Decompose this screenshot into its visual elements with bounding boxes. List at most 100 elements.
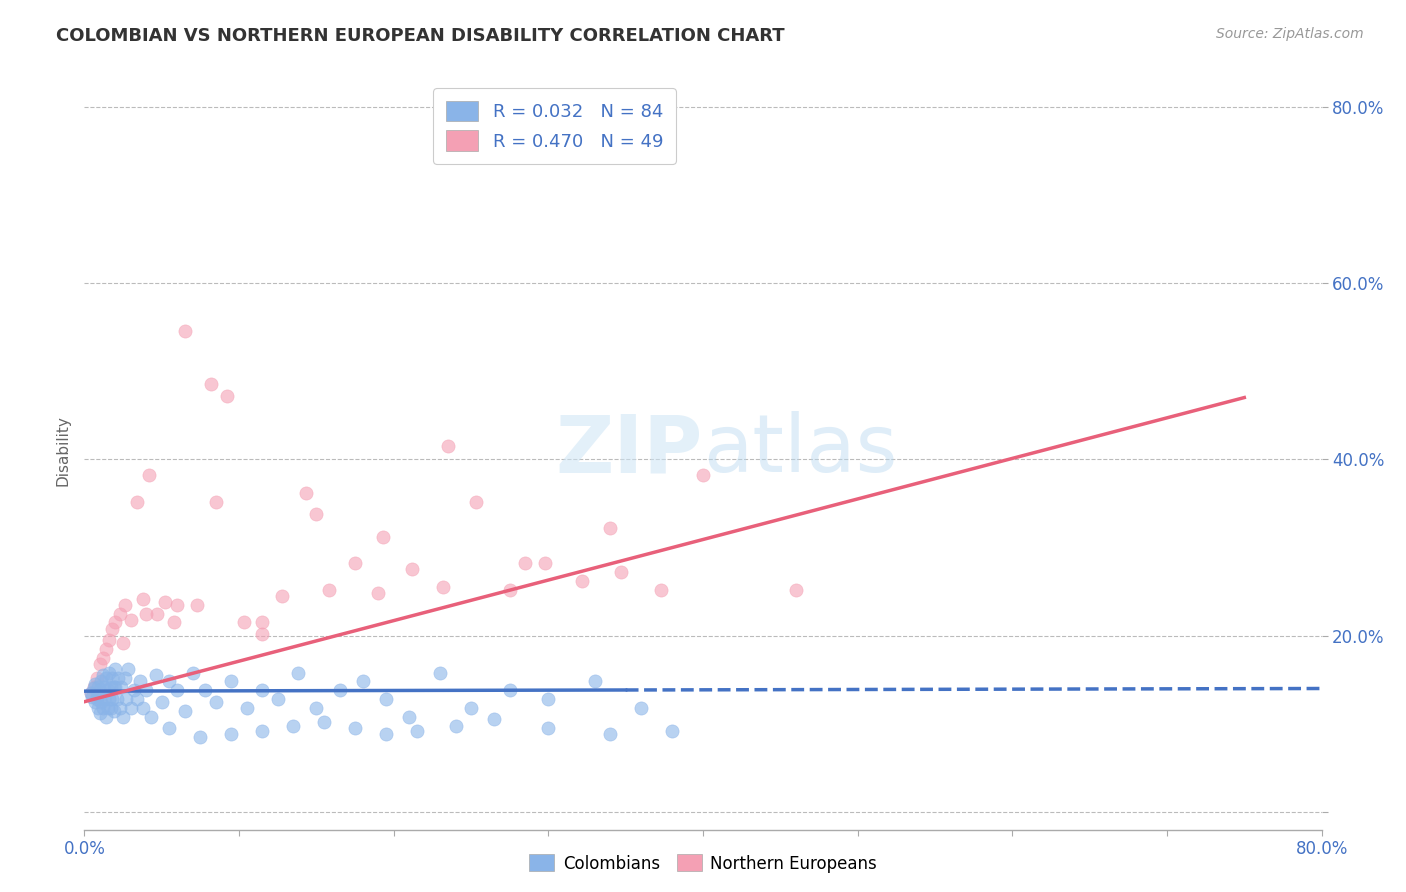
Point	[87, 680, 110, 694]
Point	[93, 680, 115, 694]
Point	[515, 557, 537, 571]
Point	[91, 668, 114, 682]
Point	[83, 681, 105, 696]
Point	[398, 709, 420, 723]
Point	[98, 665, 121, 680]
Point	[91, 701, 114, 715]
Point	[139, 709, 162, 723]
Point	[150, 695, 173, 709]
Text: atlas: atlas	[703, 411, 897, 490]
Point	[105, 692, 128, 706]
Text: ZIP: ZIP	[555, 411, 703, 490]
Point	[117, 662, 139, 676]
Point	[250, 683, 273, 698]
Point	[120, 701, 142, 715]
Point	[194, 683, 217, 698]
Point	[250, 615, 273, 630]
Point	[200, 377, 222, 392]
Point	[153, 595, 176, 609]
Point	[186, 598, 208, 612]
Point	[401, 562, 423, 576]
Point	[271, 589, 294, 603]
Point	[103, 680, 125, 694]
Point	[84, 677, 107, 691]
Point	[650, 582, 672, 597]
Point	[100, 701, 122, 715]
Point	[692, 468, 714, 483]
Point	[108, 607, 131, 621]
Point	[86, 671, 108, 685]
Point	[287, 665, 309, 680]
Point	[250, 723, 273, 738]
Point	[87, 701, 110, 715]
Point	[79, 686, 101, 700]
Point	[166, 598, 188, 612]
Point	[460, 701, 482, 715]
Point	[312, 714, 335, 729]
Point	[281, 718, 305, 732]
Point	[129, 674, 152, 689]
Point	[429, 665, 451, 680]
Text: COLOMBIAN VS NORTHERN EUROPEAN DISABILITY CORRELATION CHART: COLOMBIAN VS NORTHERN EUROPEAN DISABILIT…	[56, 27, 785, 45]
Point	[205, 494, 228, 508]
Point	[98, 692, 121, 706]
Point	[145, 668, 167, 682]
Point	[174, 325, 197, 339]
Text: Source: ZipAtlas.com: Source: ZipAtlas.com	[1216, 27, 1364, 41]
Legend: Colombians, Northern Europeans: Colombians, Northern Europeans	[523, 847, 883, 880]
Point	[219, 727, 242, 741]
Point	[219, 674, 242, 689]
Point	[537, 721, 560, 735]
Point	[499, 683, 522, 698]
Point	[305, 507, 328, 521]
Point	[108, 701, 131, 715]
Point	[135, 683, 157, 698]
Point	[159, 674, 180, 689]
Point	[205, 695, 228, 709]
Point	[181, 665, 204, 680]
Point	[120, 613, 142, 627]
Point	[785, 582, 807, 597]
Point	[583, 674, 606, 689]
Point	[89, 706, 111, 721]
Point	[98, 633, 121, 648]
Point	[101, 622, 124, 636]
Point	[484, 712, 506, 726]
Point	[188, 730, 211, 744]
Point	[534, 557, 557, 571]
Point	[100, 680, 122, 694]
Point	[107, 671, 129, 685]
Point	[318, 582, 340, 597]
Point	[93, 692, 115, 706]
Point	[537, 692, 560, 706]
Point	[599, 727, 621, 741]
Point	[125, 692, 148, 706]
Point	[115, 692, 138, 706]
Point	[610, 565, 633, 579]
Point	[112, 635, 135, 649]
Point	[174, 704, 197, 718]
Point	[159, 721, 180, 735]
Point	[96, 701, 118, 715]
Point	[138, 468, 160, 483]
Point	[83, 680, 105, 694]
Point	[328, 683, 352, 698]
Point	[114, 598, 136, 612]
Point	[343, 721, 366, 735]
Point	[135, 607, 157, 621]
Point	[89, 683, 111, 698]
Point	[444, 718, 467, 732]
Point	[432, 580, 454, 594]
Point	[250, 627, 273, 641]
Point	[125, 494, 148, 508]
Point	[94, 641, 117, 656]
Point	[94, 671, 117, 685]
Point	[94, 709, 117, 723]
Point	[374, 727, 398, 741]
Point	[499, 582, 522, 597]
Point	[90, 674, 112, 689]
Point	[114, 671, 136, 685]
Point	[104, 615, 127, 630]
Point	[599, 521, 621, 535]
Point	[132, 701, 155, 715]
